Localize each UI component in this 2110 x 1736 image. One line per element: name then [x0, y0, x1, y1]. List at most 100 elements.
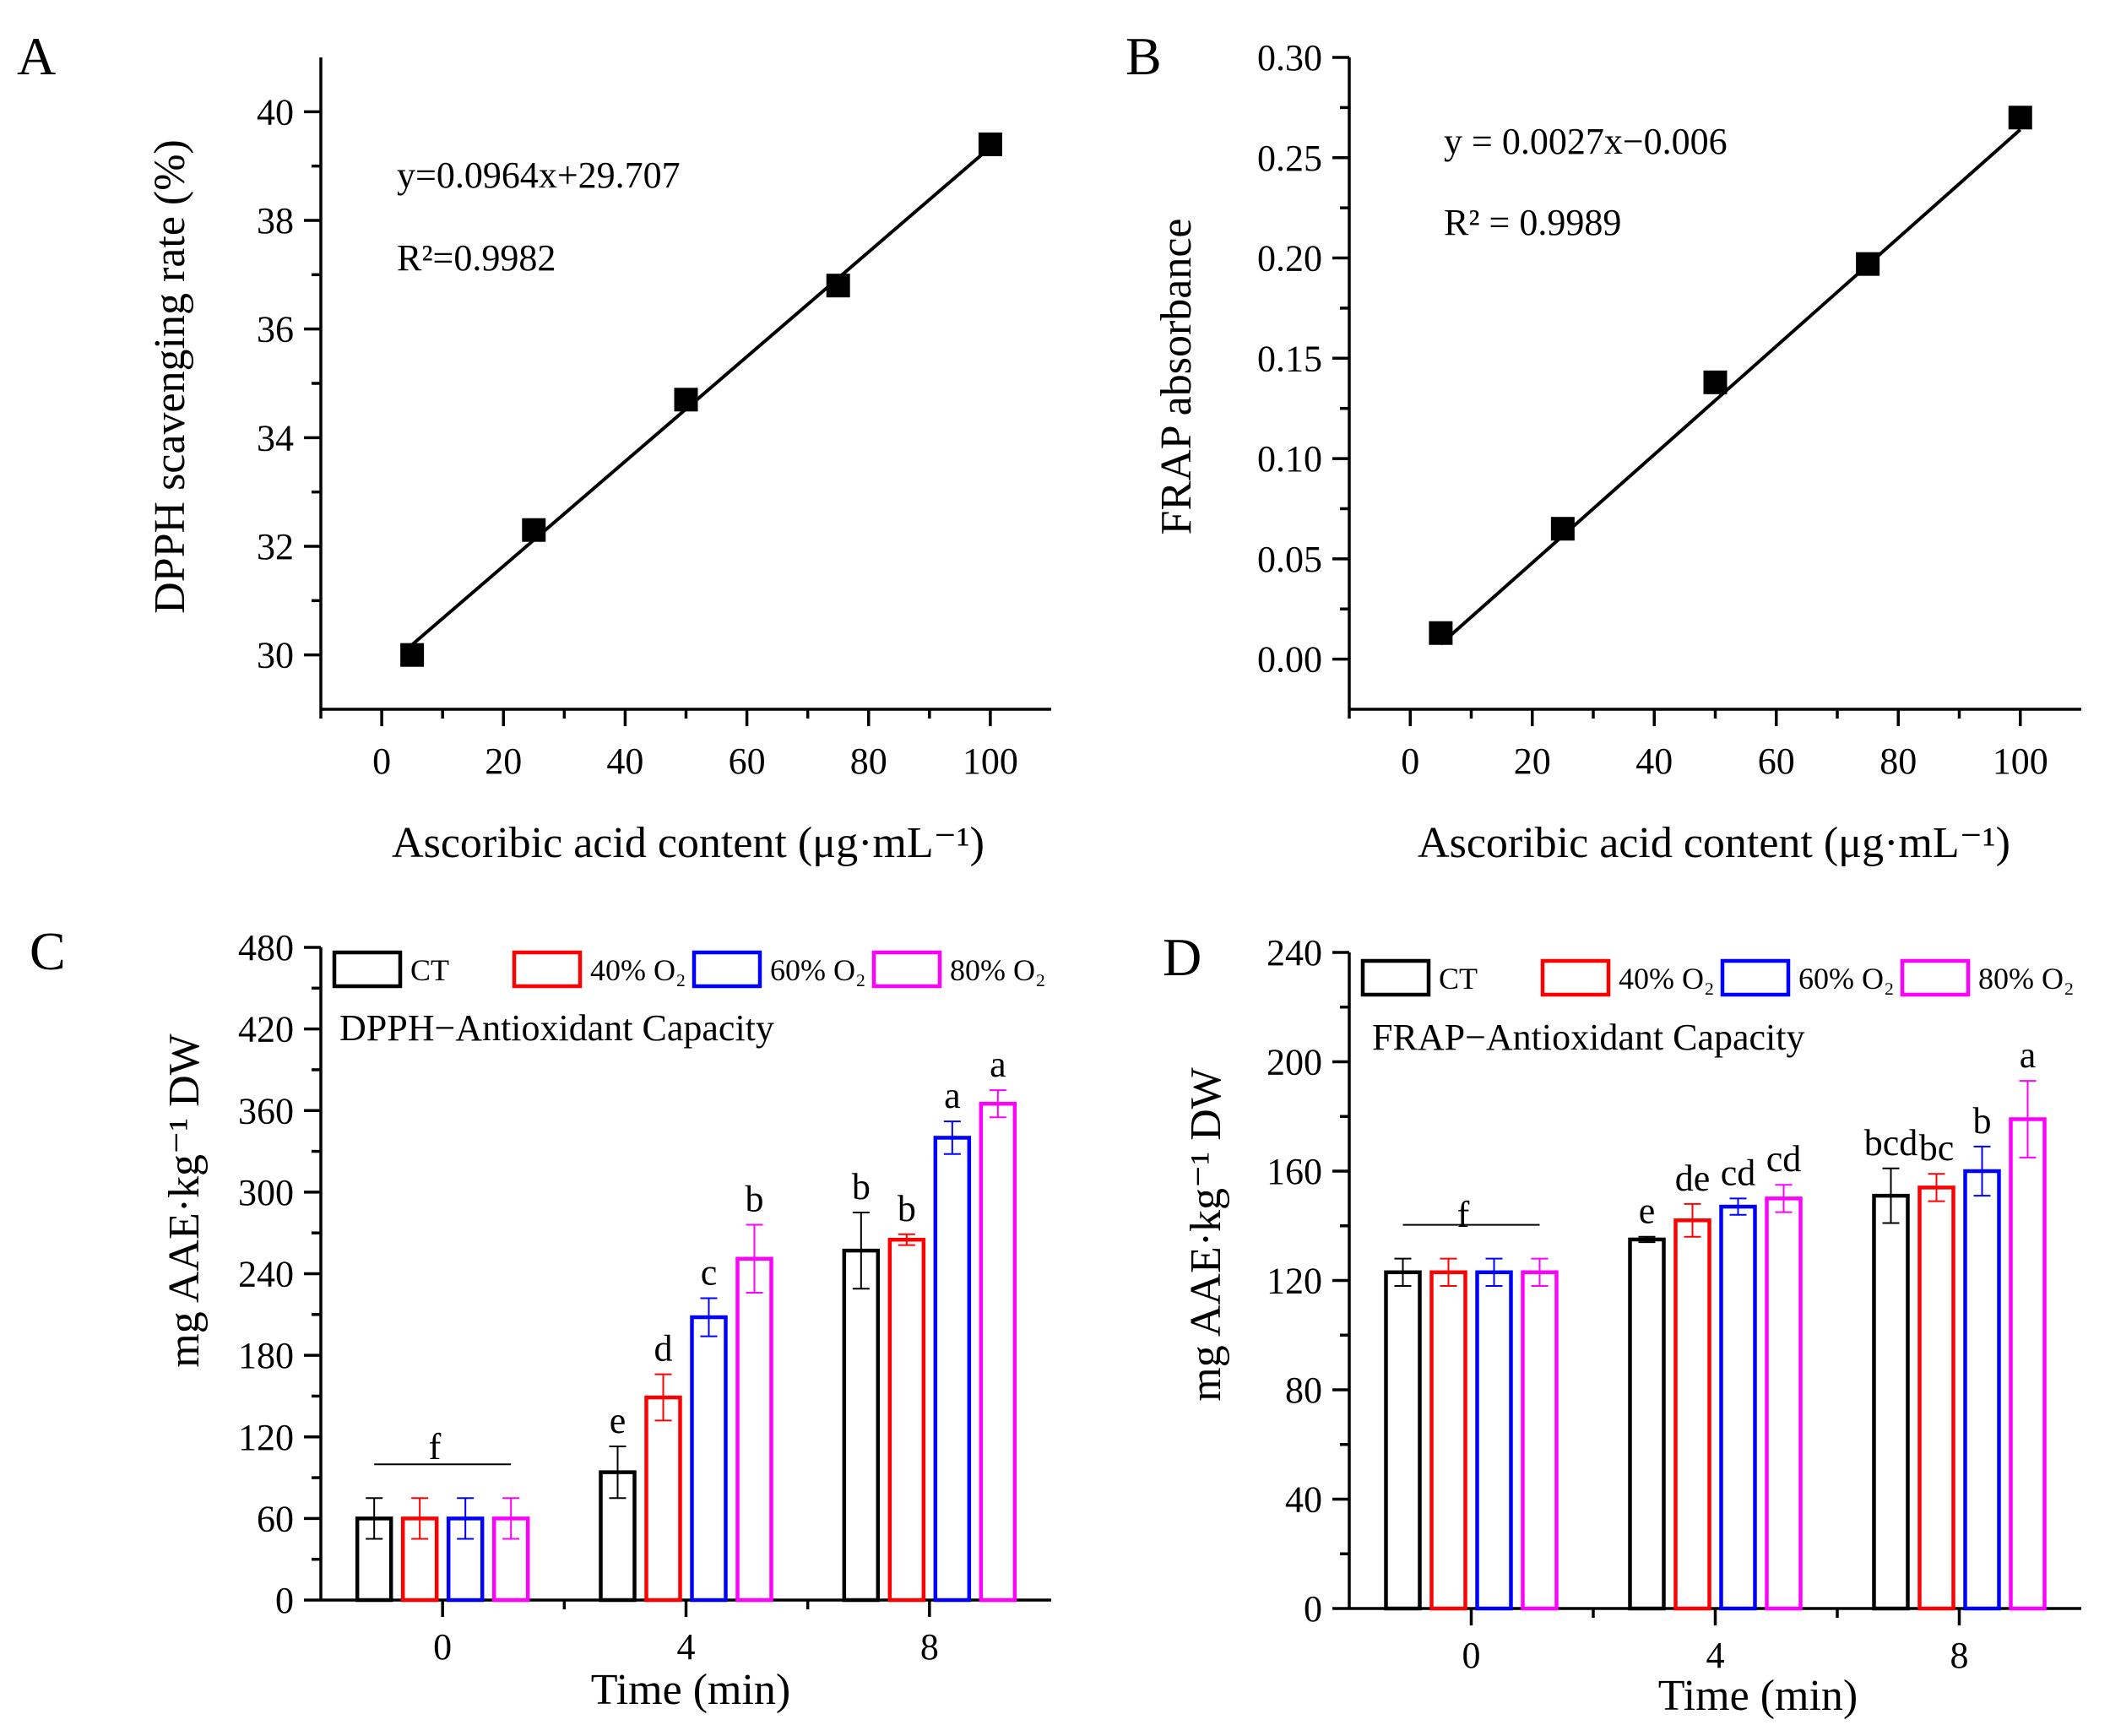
panel-c-legend-label: 40% O₂ — [590, 953, 686, 987]
panel-b-x-tick-label: 40 — [1635, 741, 1673, 782]
panel-c-sig-letter: a — [990, 1044, 1006, 1085]
panel-d-sig-letter: b — [1973, 1100, 1992, 1142]
panel-c-sig-letter: b — [746, 1179, 764, 1220]
panel-b-fit-line — [1440, 128, 2022, 646]
panel-d-bar — [1628, 1237, 1666, 1611]
panel-d-legend-label: 60% O₂ — [1798, 962, 1895, 995]
panel-d-bar — [1872, 1193, 1910, 1611]
panel-c-bar — [933, 1136, 972, 1603]
panel-c-x-tick-label: 4 — [677, 1626, 696, 1668]
panel-c-legend-swatch — [871, 950, 942, 989]
panel-c-x-tick-label: 0 — [433, 1626, 452, 1668]
panel-b-data-point — [1550, 517, 1575, 541]
panel-d-legend-swatch — [1540, 958, 1611, 997]
panel-d-y-tick-label: 80 — [1285, 1370, 1322, 1411]
panel-c-group-letter: f — [429, 1426, 442, 1467]
panel-d-bar — [1917, 1185, 1955, 1611]
panel-b-data-point — [1856, 252, 1880, 276]
panel-a-data-point — [400, 643, 425, 667]
panel-b-y-tick-label: 0.05 — [1257, 539, 1322, 580]
panel-d-bar — [1963, 1169, 2001, 1611]
panel-a-y-tick-label: 38 — [257, 200, 294, 241]
panel-b-y-tick-label: 0.10 — [1257, 438, 1322, 480]
panel-c-x-tick-label: 8 — [920, 1626, 939, 1668]
panel-b-data-point — [1429, 621, 1453, 645]
panel-a-data-point — [978, 132, 1002, 156]
panel-c-bar — [842, 1248, 881, 1603]
panel-c-bar — [887, 1237, 926, 1603]
panel-d-bar — [1719, 1204, 1757, 1611]
panel-a-data-point — [522, 518, 546, 542]
panel-d-x-tick-label: 8 — [1950, 1635, 1969, 1676]
panel-d-legend-label: 40% O₂ — [1619, 962, 1715, 995]
panel-d-sig-letter: bc — [1919, 1127, 1955, 1169]
panel-d-sig-letter: bcd — [1864, 1122, 1918, 1164]
panel-d-legend-swatch — [1360, 958, 1431, 997]
panel-a-data-point — [674, 388, 698, 412]
panel-d-y-tick-label: 240 — [1267, 932, 1322, 974]
panel-d-title: FRAP−Antioxidant Capacity — [1372, 1017, 1804, 1058]
panel-a-y-tick-label: 36 — [257, 309, 294, 350]
panel-d-sig-letter: de — [1675, 1158, 1711, 1199]
panel-b-xlabel: Ascoribic acid content (μg·mL⁻¹) — [1418, 819, 2010, 867]
panel-d-bar — [1384, 1270, 1422, 1611]
panel-a-x-tick-label: 60 — [729, 741, 766, 782]
panel-c-sig-letter: b — [898, 1188, 916, 1229]
panel-a-y-tick-label: 34 — [257, 417, 294, 458]
panel-c-y-tick-label: 0 — [275, 1580, 294, 1621]
panel-d-x-tick-label: 0 — [1462, 1635, 1481, 1676]
panel-a-plot: 0 20 40 60 80 100 30 32 34 36 38 40 — [257, 57, 1051, 782]
panel-a-x-tick-label: 20 — [485, 741, 522, 782]
panel-b-x-tick-label: 100 — [1993, 741, 2048, 782]
panel-c-y-tick-label: 360 — [238, 1090, 294, 1131]
panel-a-fit-line — [410, 145, 992, 647]
panel-b-x-tick-label: 60 — [1758, 741, 1795, 782]
panel-d-x-tick-label: 4 — [1706, 1635, 1725, 1676]
panel-letter-b: B — [1126, 26, 1162, 86]
panel-b-x-tick-label: 20 — [1514, 741, 1551, 782]
panel-c-sig-letter: c — [701, 1251, 718, 1293]
panel-letter-a: A — [17, 26, 56, 86]
panel-c-bar — [491, 1516, 530, 1603]
panel-b-equation: y = 0.0027x−0.006 — [1444, 121, 1728, 162]
panel-a-y-tick-label: 32 — [257, 526, 294, 567]
panel-a-xlabel: Ascoribic acid content (μg·mL⁻¹) — [392, 819, 984, 867]
panel-b-ylabel: FRAP absorbance — [1153, 218, 1201, 534]
panel-c-y-tick-label: 420 — [238, 1009, 294, 1050]
panel-c-legend-swatch — [692, 950, 762, 989]
panel-c-legend-label: CT — [410, 953, 449, 987]
panel-c-y-tick-label: 480 — [238, 927, 294, 968]
panel-c-y-tick-label: 120 — [238, 1417, 294, 1458]
panel-c-sig-letter: b — [852, 1166, 871, 1207]
panel-b-y-tick-label: 0.20 — [1257, 238, 1322, 279]
panel-c-title: DPPH−Antioxidant Capacity — [339, 1007, 774, 1049]
panel-d-bar — [1765, 1196, 1803, 1611]
panel-b-y-tick-label: 0.25 — [1257, 138, 1322, 179]
panel-a-r2: R²=0.9982 — [397, 237, 556, 279]
panel-a-x-tick-label: 100 — [963, 741, 1018, 782]
panel-d-bar — [1475, 1270, 1513, 1611]
panel-c-sig-letter: d — [654, 1328, 673, 1370]
panel-b-y-tick-label: 0.00 — [1257, 639, 1322, 681]
panel-a-x-tick-label: 40 — [606, 741, 643, 782]
panel-c-sig-letter: a — [944, 1075, 961, 1116]
panel-d-legend-label: CT — [1439, 962, 1478, 995]
panel-b-x-tick-label: 0 — [1401, 741, 1419, 782]
panel-a-y-tick-label: 30 — [257, 635, 294, 676]
panel-d-sig-letter: a — [2020, 1034, 2037, 1076]
panel-d-group-letter: f — [1457, 1194, 1470, 1235]
panel-c-y-tick-label: 60 — [257, 1498, 294, 1539]
panel-d-sig-letter: cd — [1766, 1138, 1802, 1180]
panel-c-legend-swatch — [512, 950, 583, 989]
panel-d-y-tick-label: 0 — [1304, 1588, 1322, 1630]
panel-c-bar — [979, 1101, 1017, 1603]
panel-d-bar — [2009, 1117, 2047, 1611]
panel-c-legend-label: 80% O₂ — [950, 953, 1046, 987]
panel-b-x-tick-label: 80 — [1879, 741, 1917, 782]
panel-d-y-tick-label: 160 — [1267, 1151, 1322, 1192]
panel-d-legend-swatch — [1900, 958, 1971, 997]
panel-d-bar — [1673, 1218, 1711, 1611]
panel-c-bar — [690, 1315, 728, 1603]
